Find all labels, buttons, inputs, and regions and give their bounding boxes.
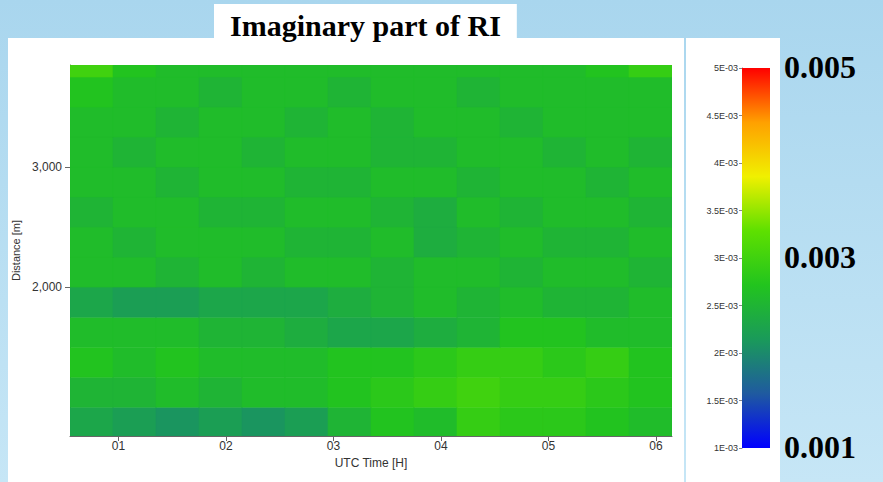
svg-text:2,000: 2,000: [32, 280, 62, 294]
svg-text:Distance [m]: Distance [m]: [10, 220, 22, 281]
svg-text:4E-03: 4E-03: [714, 158, 738, 168]
svg-text:04: 04: [434, 439, 448, 453]
svg-text:Imaginary part of RI: Imaginary part of RI: [230, 9, 501, 42]
svg-text:2.5E-03: 2.5E-03: [706, 301, 738, 311]
svg-text:3.5E-03: 3.5E-03: [706, 206, 738, 216]
svg-text:3E-03: 3E-03: [714, 253, 738, 263]
svg-text:0.001: 0.001: [784, 429, 856, 465]
svg-text:0.005: 0.005: [784, 49, 856, 85]
svg-text:01: 01: [112, 439, 126, 453]
svg-text:4.5E-03: 4.5E-03: [706, 111, 738, 121]
svg-text:3,000: 3,000: [32, 160, 62, 174]
svg-text:1.5E-03: 1.5E-03: [706, 396, 738, 406]
svg-text:1E-03: 1E-03: [714, 443, 738, 453]
svg-text:2E-03: 2E-03: [714, 348, 738, 358]
svg-text:5E-03: 5E-03: [714, 63, 738, 73]
svg-text:03: 03: [327, 439, 341, 453]
svg-text:06: 06: [649, 439, 663, 453]
svg-text:02: 02: [219, 439, 233, 453]
svg-text:05: 05: [542, 439, 556, 453]
svg-text:UTC Time [H]: UTC Time [H]: [335, 456, 408, 470]
svg-text:0.003: 0.003: [784, 239, 856, 275]
